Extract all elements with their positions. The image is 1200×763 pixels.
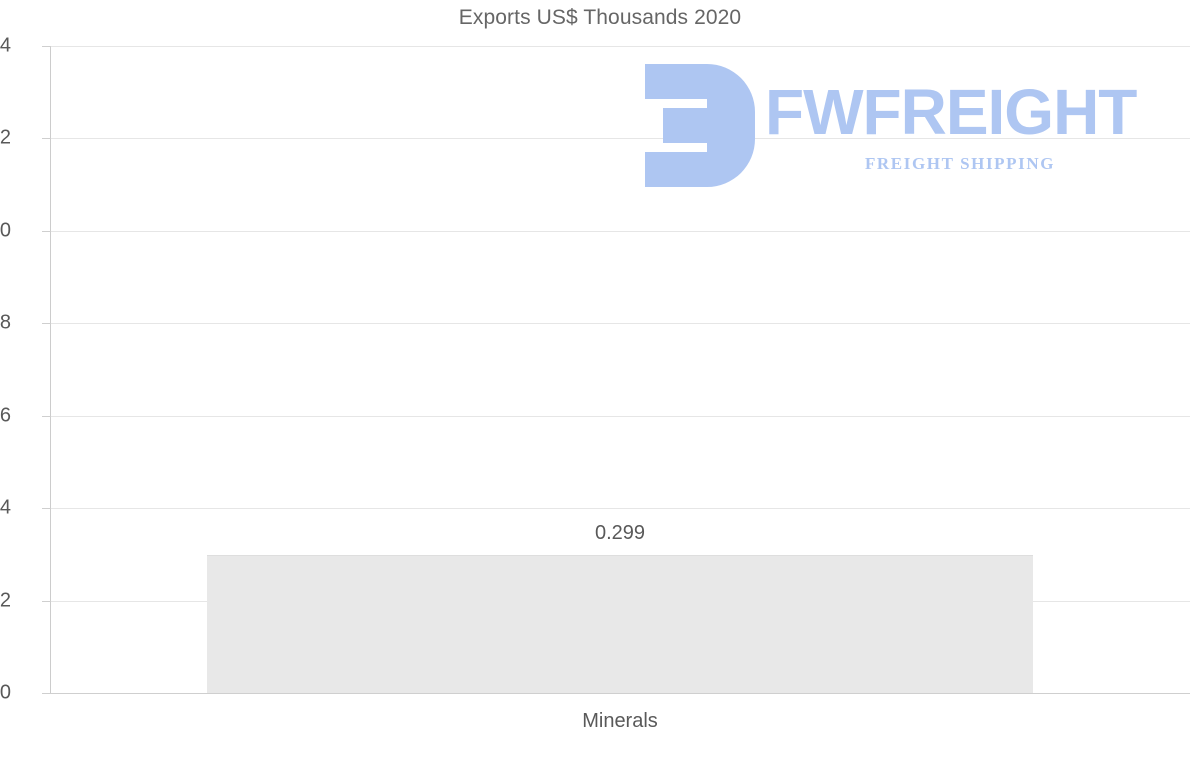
chart-title: Exports US$ Thousands 2020	[458, 6, 742, 29]
gridline	[50, 230, 1190, 232]
gridline	[50, 415, 1190, 417]
y-tick-mark	[42, 508, 51, 510]
y-axis-tick-label: 0,2	[0, 589, 11, 612]
y-tick-mark	[42, 415, 51, 417]
y-axis-line	[50, 46, 51, 694]
y-axis-tick-label: 0,4	[0, 496, 11, 519]
y-axis-tick-label: 1,0	[0, 219, 11, 242]
gridline	[50, 46, 1190, 47]
gridline	[50, 138, 1190, 140]
bar[interactable]	[206, 554, 1034, 693]
y-tick-mark	[42, 693, 51, 694]
gridline	[50, 508, 1190, 510]
bar-value-label: 0.299	[594, 521, 646, 544]
y-axis-tick-label: 0,6	[0, 404, 11, 427]
y-tick-mark	[42, 46, 51, 47]
gridline	[50, 323, 1190, 325]
gridline	[50, 693, 1190, 694]
y-axis-tick-label: 1,2	[0, 126, 11, 149]
y-tick-mark	[42, 323, 51, 325]
y-axis-tick-label: 0,8	[0, 311, 11, 334]
y-axis-tick-label: 1,4	[0, 34, 11, 57]
y-tick-mark	[42, 600, 51, 602]
x-axis-category-label: Minerals	[582, 710, 658, 732]
y-axis-tick-label: 0	[0, 681, 11, 704]
y-tick-mark	[42, 230, 51, 232]
y-tick-mark	[42, 138, 51, 140]
